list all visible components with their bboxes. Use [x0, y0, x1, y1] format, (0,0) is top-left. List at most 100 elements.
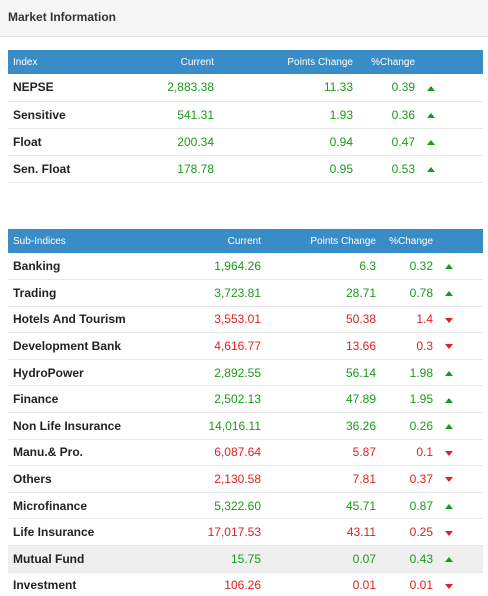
row-trend: [437, 413, 483, 440]
sub-index-row[interactable]: Life Insurance 17,017.53 43.11 0.25: [8, 519, 483, 546]
column-header-sub-indices: Sub-Indices: [13, 235, 66, 247]
row-points-change: 11.33: [323, 80, 353, 95]
row-current-value: 178.78: [177, 161, 214, 176]
column-header-index: Index: [13, 56, 38, 68]
sub-index-row[interactable]: HydroPower 2,892.55 56.14 1.98: [8, 359, 483, 386]
row-points-change: 43.11: [346, 525, 376, 540]
row-name: HydroPower: [13, 365, 84, 380]
row-name: NEPSE: [13, 80, 54, 95]
row-name: Investment: [13, 578, 77, 593]
arrow-down-icon: [445, 477, 453, 483]
row-trend: [419, 155, 483, 182]
row-percent-change: 1.95: [409, 392, 433, 407]
row-percent-change: 0.78: [409, 285, 433, 300]
row-current-value: 15.75: [230, 551, 261, 566]
row-percent-change: 0.47: [391, 134, 415, 149]
sub-index-row[interactable]: Manu.& Pro. 6,087.64 5.87 0.1: [8, 439, 483, 466]
row-trend: [437, 546, 483, 573]
row-percent-change: 0.87: [409, 498, 433, 513]
row-percent-change: 0.25: [409, 525, 433, 540]
row-name: Finance: [13, 392, 59, 407]
row-name: Microfinance: [13, 498, 88, 513]
sub-index-row[interactable]: Banking 1,964.26 6.3 0.32: [8, 253, 483, 280]
row-name: Others: [13, 472, 52, 487]
row-current-value: 106.26: [224, 578, 261, 593]
row-points-change: 0.95: [329, 161, 353, 176]
arrow-up-icon: [445, 503, 453, 509]
row-trend: [419, 101, 483, 128]
column-header-current: Current: [180, 56, 214, 68]
column-header-arrow: [419, 50, 483, 74]
column-header-arrow: [437, 229, 483, 253]
row-name: Development Bank: [13, 339, 122, 354]
row-name: Hotels And Tourism: [13, 312, 126, 327]
row-percent-change: 0.26: [409, 418, 433, 433]
row-current-value: 5,322.60: [214, 498, 261, 513]
row-percent-change: 0.32: [409, 259, 433, 274]
row-percent-change: 0.37: [409, 472, 433, 487]
arrow-down-icon: [445, 450, 453, 456]
row-percent-change: 0.53: [391, 161, 415, 176]
sub-indices-table-header: Sub-Indices Current Points Change %Chang…: [8, 229, 483, 253]
arrow-up-icon: [445, 557, 453, 563]
sub-index-row[interactable]: Trading 3,723.81 28.71 0.78: [8, 280, 483, 307]
row-trend: [437, 359, 483, 386]
row-name: Sen. Float: [13, 161, 71, 176]
index-row[interactable]: Sensitive 541.31 1.93 0.36: [8, 101, 483, 128]
row-points-change: 13.66: [345, 339, 376, 354]
index-row[interactable]: NEPSE 2,883.38 11.33 0.39: [8, 74, 483, 101]
arrow-down-icon: [445, 530, 453, 536]
arrow-down-icon: [445, 583, 453, 589]
row-points-change: 0.07: [352, 551, 376, 566]
row-percent-change: 0.1: [416, 445, 433, 460]
sub-index-row[interactable]: Non Life Insurance 14,016.11 36.26 0.26: [8, 413, 483, 440]
row-points-change: 50.38: [345, 312, 376, 327]
row-current-value: 14,016.11: [208, 418, 262, 433]
row-name: Float: [13, 134, 42, 149]
row-points-change: 47.89: [345, 392, 376, 407]
column-header-current: Current: [227, 235, 261, 247]
row-percent-change: 1.4: [416, 312, 433, 327]
sub-index-row[interactable]: Development Bank 4,616.77 13.66 0.3: [8, 333, 483, 360]
row-name: Banking: [13, 259, 61, 274]
arrow-up-icon: [445, 371, 453, 376]
sub-index-row[interactable]: Hotels And Tourism 3,553.01 50.38 1.4: [8, 306, 483, 333]
column-header-percent-change: %Change: [389, 235, 433, 247]
sub-index-row[interactable]: Investment 106.26 0.01 0.01: [8, 572, 483, 596]
row-current-value: 3,723.81: [214, 285, 261, 300]
row-name: Non Life Insurance: [13, 418, 122, 433]
index-row[interactable]: Sen. Float 178.78 0.95 0.53: [8, 155, 483, 182]
sub-indices-table: Sub-Indices Current Points Change %Chang…: [8, 229, 483, 596]
arrow-up-icon: [445, 424, 453, 430]
row-current-value: 6,087.64: [214, 445, 261, 460]
arrow-up-icon: [445, 264, 453, 270]
row-percent-change: 1.98: [409, 365, 433, 380]
row-trend: [437, 280, 483, 307]
index-table: Index Current Points Change %Change NEPS…: [8, 50, 483, 183]
row-current-value: 2,130.58: [214, 472, 261, 487]
sub-index-row[interactable]: Microfinance 5,322.60 45.71 0.87: [8, 492, 483, 519]
sub-index-row[interactable]: Finance 2,502.13 47.89 1.95: [8, 386, 483, 413]
row-trend: [419, 128, 483, 155]
sub-index-row[interactable]: Others 2,130.58 7.81 0.37: [8, 466, 483, 493]
arrow-up-icon: [427, 85, 435, 91]
row-current-value: 3,553.01: [214, 312, 261, 327]
index-row[interactable]: Float 200.34 0.94 0.47: [8, 128, 483, 155]
row-current-value: 4,616.77: [214, 339, 261, 354]
row-trend: [437, 572, 483, 596]
row-points-change: 7.81: [352, 472, 376, 487]
sub-index-row[interactable]: Mutual Fund 15.75 0.07 0.43: [8, 545, 483, 573]
row-points-change: 6.3: [359, 259, 376, 274]
row-current-value: 1,964.26: [214, 259, 261, 274]
row-points-change: 1.93: [329, 107, 353, 122]
row-current-value: 17,017.53: [207, 525, 261, 540]
arrow-up-icon: [445, 397, 453, 403]
row-name: Sensitive: [13, 107, 66, 122]
row-trend: [437, 466, 483, 493]
arrow-up-icon: [427, 139, 435, 145]
row-points-change: 0.01: [352, 578, 376, 593]
row-percent-change: 0.39: [391, 80, 415, 95]
row-trend: [437, 386, 483, 413]
row-points-change: 56.14: [345, 365, 376, 380]
row-trend: [437, 519, 483, 546]
